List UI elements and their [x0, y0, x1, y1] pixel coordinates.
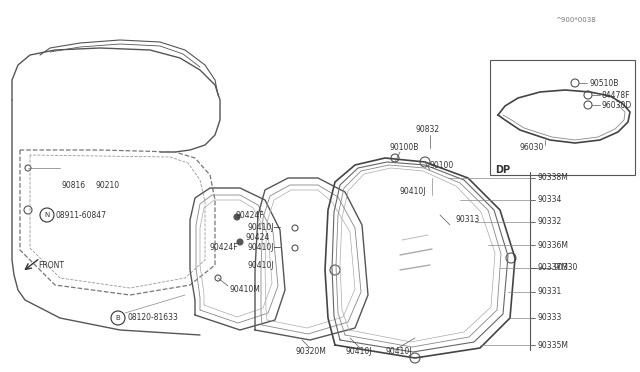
Text: 90816: 90816 — [62, 180, 86, 189]
Text: 90410J: 90410J — [385, 347, 412, 356]
Text: 90100B: 90100B — [390, 144, 419, 153]
Bar — [490, 60, 635, 175]
Text: 90424F: 90424F — [235, 211, 264, 219]
Text: 90337M: 90337M — [537, 263, 568, 273]
Text: ^900*0038: ^900*0038 — [555, 17, 596, 23]
Text: 90410J—: 90410J— — [248, 244, 282, 253]
Text: FRONT: FRONT — [38, 260, 64, 269]
Text: 90424: 90424 — [245, 234, 269, 243]
Text: 90330: 90330 — [554, 263, 579, 273]
Text: 90336M: 90336M — [537, 241, 568, 250]
Text: 90832: 90832 — [415, 125, 439, 135]
Text: 90410J—: 90410J— — [248, 224, 282, 232]
Text: 84478F: 84478F — [602, 90, 630, 99]
Text: 90313: 90313 — [455, 215, 479, 224]
Text: 90510B: 90510B — [589, 78, 618, 87]
Text: 90410J: 90410J — [248, 260, 275, 269]
Text: 08120-81633: 08120-81633 — [128, 314, 179, 323]
Text: 90335M: 90335M — [537, 340, 568, 350]
Text: 90424F: 90424F — [210, 244, 239, 253]
Text: 90331: 90331 — [537, 288, 561, 296]
Text: N: N — [44, 212, 50, 218]
Text: DP: DP — [495, 165, 510, 175]
Text: 96030D: 96030D — [602, 100, 632, 109]
Text: 90320M: 90320M — [295, 347, 326, 356]
Text: 90334: 90334 — [537, 196, 561, 205]
Text: 90210: 90210 — [95, 180, 119, 189]
Text: 90410J: 90410J — [345, 347, 371, 356]
Text: 08911-60847: 08911-60847 — [56, 211, 107, 219]
Text: 90332: 90332 — [537, 218, 561, 227]
Text: 90338M: 90338M — [537, 173, 568, 183]
Text: 96030: 96030 — [520, 144, 545, 153]
Circle shape — [237, 239, 243, 245]
Circle shape — [234, 214, 240, 220]
Text: 90410J: 90410J — [400, 187, 426, 196]
Text: 90410M: 90410M — [230, 285, 261, 295]
Text: 90100: 90100 — [430, 160, 454, 170]
Text: B: B — [116, 315, 120, 321]
Text: 90333: 90333 — [537, 314, 561, 323]
